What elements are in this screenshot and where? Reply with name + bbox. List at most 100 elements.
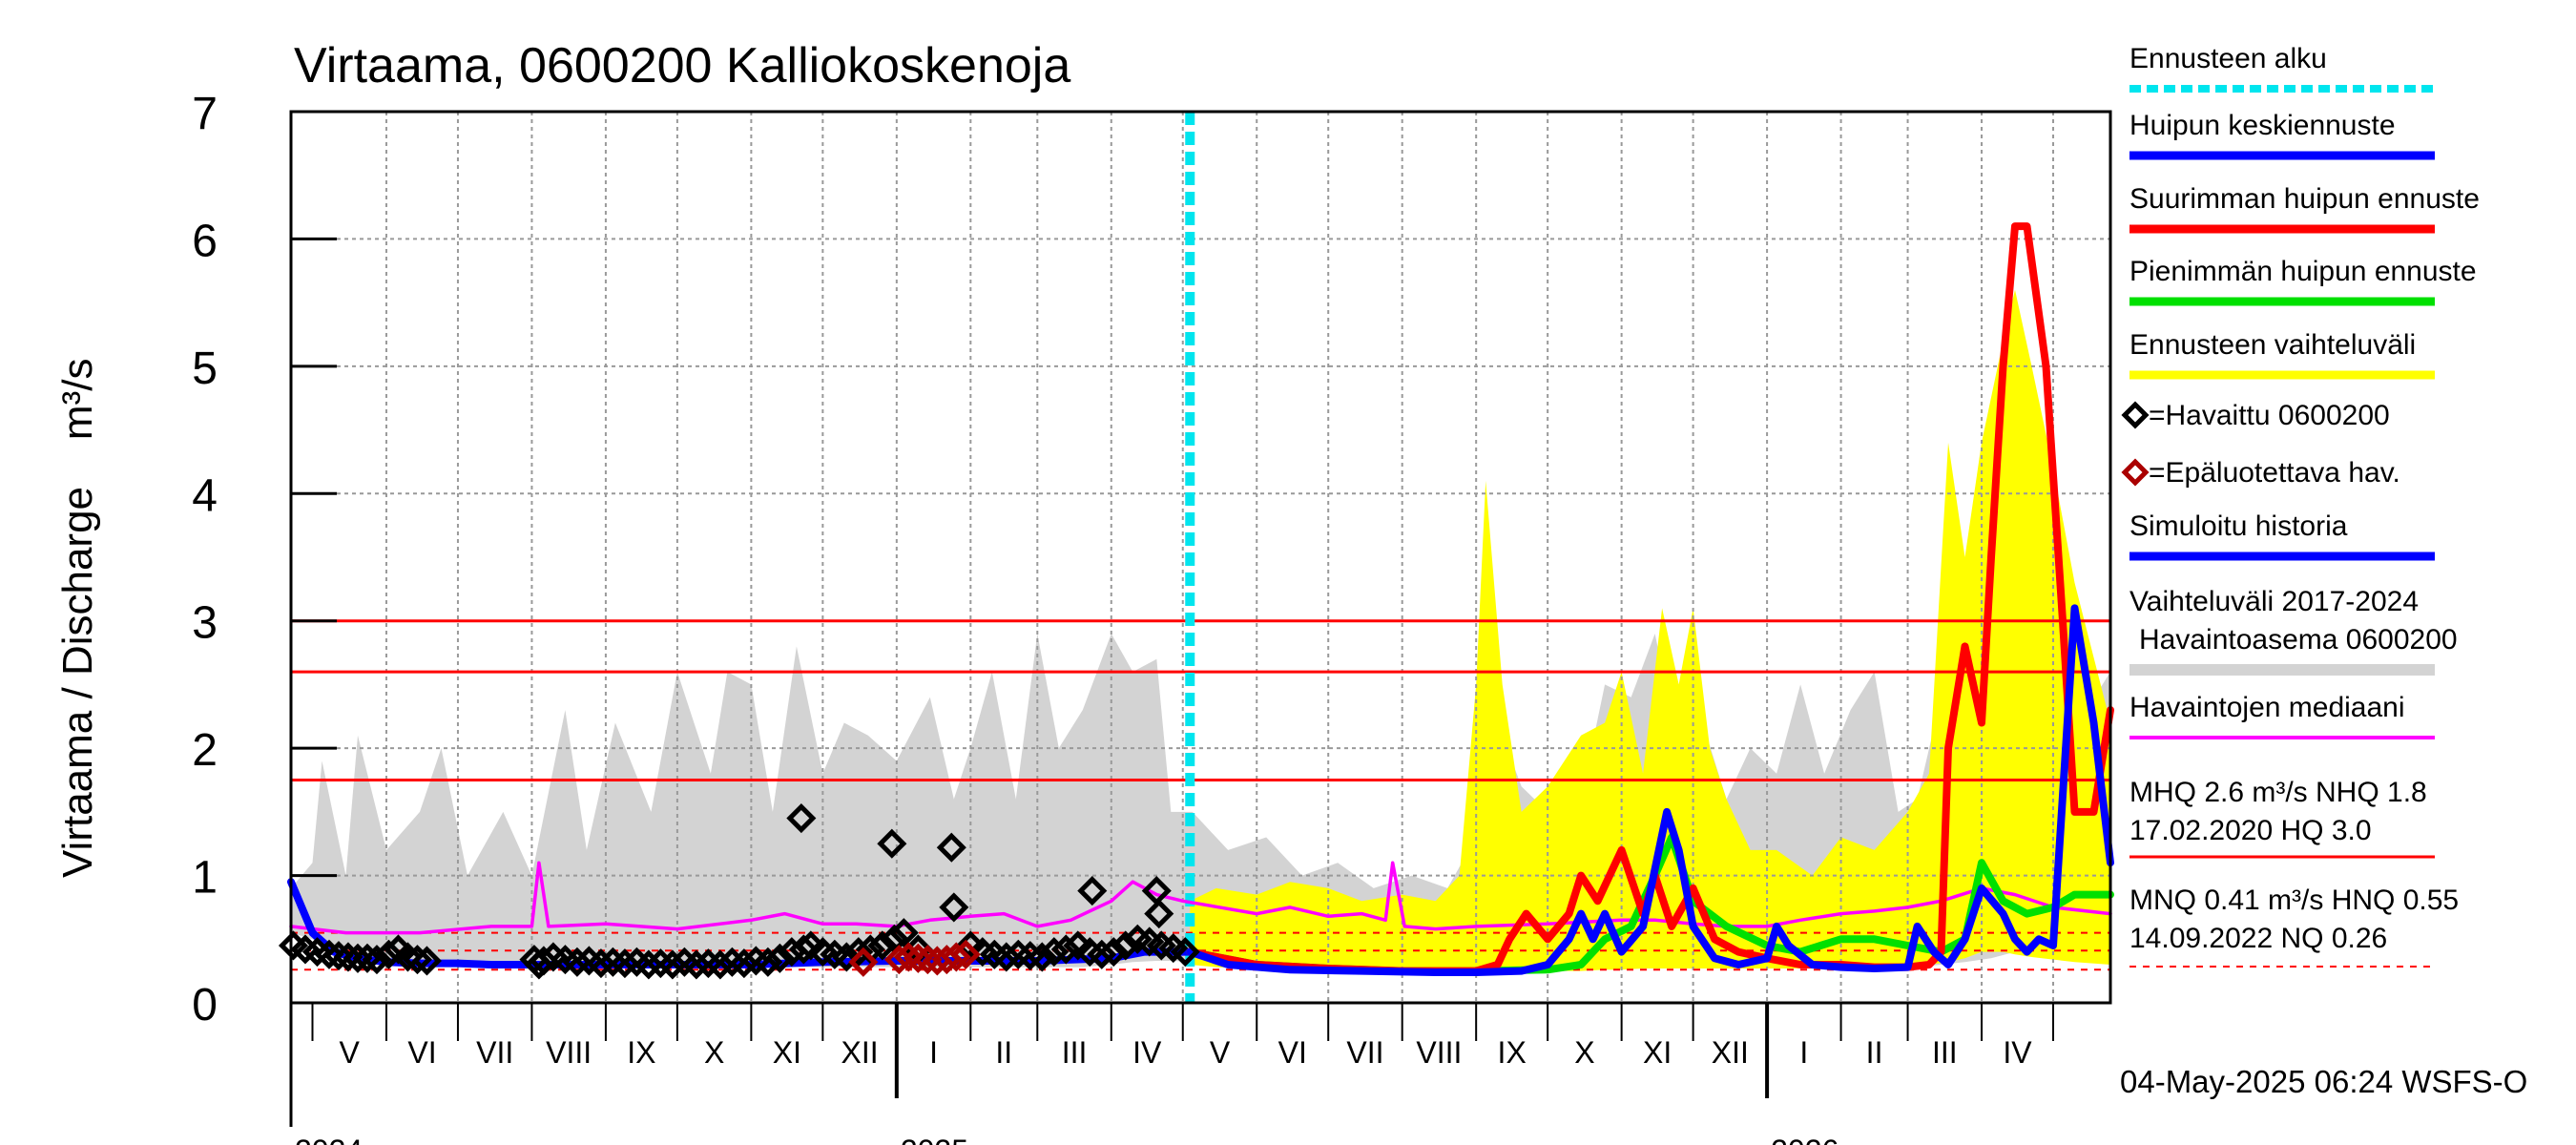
y-tick-label-0: 0 (192, 980, 218, 1030)
y-tick-label-5: 5 (192, 344, 218, 394)
x-tick-label-6: XI (773, 1035, 801, 1070)
legend-label-4: Ennusteen vaihteluväli (2129, 329, 2416, 361)
data-point-1-4 (912, 945, 943, 975)
x-tick-label-11: IV (1132, 1035, 1162, 1070)
x-tick-label-7: XII (841, 1035, 879, 1070)
legend-marker-5 (2121, 401, 2150, 429)
y-tick-label-6: 6 (192, 216, 218, 266)
data-point-1-8 (950, 939, 981, 969)
data-point-0-18 (562, 947, 592, 977)
legend-marker-6 (2121, 458, 2150, 487)
x-tick-label-2: VII (476, 1035, 513, 1070)
data-point-0-74 (1144, 899, 1174, 929)
data-point-0-13 (411, 946, 442, 976)
y-tick-label-3: 3 (192, 598, 218, 649)
legend-stat-2: MNQ 0.41 m³/s HNQ 0.55 (2129, 885, 2459, 916)
data-point-1-7 (941, 942, 971, 972)
legend: Ennusteen alku Huipun keskiennuste Suurimm… (2121, 43, 2480, 968)
x-tick-label-1: VI (407, 1035, 436, 1070)
data-point-0-4 (323, 941, 354, 971)
y-tick-label-2: 2 (192, 725, 218, 776)
data-point-0-12 (402, 945, 433, 975)
year-label-0: 2024 (295, 1134, 363, 1145)
data-point-0-54 (1027, 942, 1057, 972)
data-point-0-46 (888, 918, 919, 948)
y-tick-label-7: 7 (192, 89, 218, 139)
data-point-1-3 (903, 943, 933, 973)
timestamp: 04-May-2025 06:24 WSFS-O (2120, 1064, 2527, 1099)
year-label-2: 2026 (1771, 1134, 1839, 1145)
data-point-0-70 (936, 832, 966, 863)
data-point-0-56 (1050, 934, 1081, 965)
x-tick-label-12: V (1210, 1035, 1231, 1070)
x-tick-label-14: VII (1346, 1035, 1383, 1070)
x-tick-label-0: V (340, 1035, 361, 1070)
data-point-0-8 (362, 945, 392, 975)
data-point-0-71 (939, 892, 969, 923)
legend-label-5: =Havaittu 0600200 (2149, 400, 2390, 431)
data-point-0-55 (1039, 937, 1070, 968)
x-tick-label-3: VIII (546, 1035, 592, 1070)
data-point-0-60 (1098, 937, 1129, 968)
legend-stat-3: 14.09.2022 NQ 0.26 (2129, 923, 2387, 954)
x-tick-label-5: X (704, 1035, 724, 1070)
data-point-0-24 (634, 949, 664, 980)
series-layer (287, 112, 2114, 1003)
data-point-0-3 (314, 939, 344, 969)
data-point-0-68 (786, 802, 817, 834)
data-point-0-42 (843, 937, 874, 968)
data-point-0-41 (831, 942, 862, 972)
x-tick-label-4: IX (627, 1035, 655, 1070)
x-tick-label-15: VIII (1416, 1035, 1462, 1070)
data-point-0-67 (524, 949, 554, 980)
legend-stat-1: 17.02.2020 HQ 3.0 (2129, 815, 2372, 846)
data-point-0-20 (586, 948, 616, 979)
y-tick-label-1: 1 (192, 853, 218, 904)
legend-label-8: Vaihteluväli 2017-2024 Havaintoasema 0600… (2129, 586, 2458, 656)
data-point-0-34 (753, 947, 783, 977)
chart-title: Virtaama, 0600200 Kalliokoskenoja (294, 38, 1070, 94)
data-point-0-32 (729, 948, 759, 979)
data-point-0-28 (681, 949, 712, 980)
data-point-1-2 (893, 942, 924, 972)
y-axis-label: Virtaama / Discharge m³/s (54, 359, 101, 878)
x-tick-label-13: VI (1278, 1035, 1307, 1070)
x-tick-label-22: III (1932, 1035, 1958, 1070)
x-tick-label-8: I (929, 1035, 938, 1070)
data-point-0-9 (373, 939, 405, 969)
data-point-0-61 (1111, 930, 1141, 961)
legend-label-3: Pienimmän huipun ennuste (2129, 256, 2477, 287)
x-tick-label-9: II (995, 1035, 1012, 1070)
legend-label-6: =Epäluotettava hav. (2149, 457, 2400, 489)
x-tick-label-18: XI (1643, 1035, 1672, 1070)
data-point-0-59 (1087, 939, 1117, 969)
data-point-0-35 (764, 943, 795, 973)
data-point-0-26 (657, 949, 688, 980)
data-point-0-66 (1170, 937, 1200, 968)
legend-label-0: Ennusteen alku (2129, 43, 2327, 74)
series-line-0 (289, 861, 2112, 935)
series-line-3 (1186, 222, 2114, 975)
x-tick-label-19: XII (1712, 1035, 1749, 1070)
legend-label-7: Simuloitu historia (2129, 510, 2348, 542)
data-point-0-69 (877, 828, 907, 859)
x-tick-label-20: I (1799, 1035, 1808, 1070)
x-tick-label-23: IV (2003, 1035, 2032, 1070)
series-line-1 (287, 878, 1195, 968)
data-point-0-72 (1077, 876, 1108, 906)
x-tick-label-17: X (1574, 1035, 1594, 1070)
series-line-4 (1186, 604, 2114, 976)
observation-points (278, 802, 1200, 980)
data-point-0-22 (610, 948, 640, 979)
x-tick-label-10: III (1062, 1035, 1088, 1070)
legend-stat-0: MHQ 2.6 m³/s NHQ 1.8 (2129, 777, 2427, 808)
legend-label-1: Huipun keskiennuste (2129, 110, 2396, 141)
y-tick-label-4: 4 (192, 470, 218, 521)
legend-label-9: Havaintojen mediaani (2129, 692, 2405, 723)
data-point-0-30 (705, 949, 736, 980)
x-tick-label-16: IX (1498, 1035, 1527, 1070)
band-1 (1190, 289, 2110, 972)
data-point-1-0 (848, 947, 879, 977)
